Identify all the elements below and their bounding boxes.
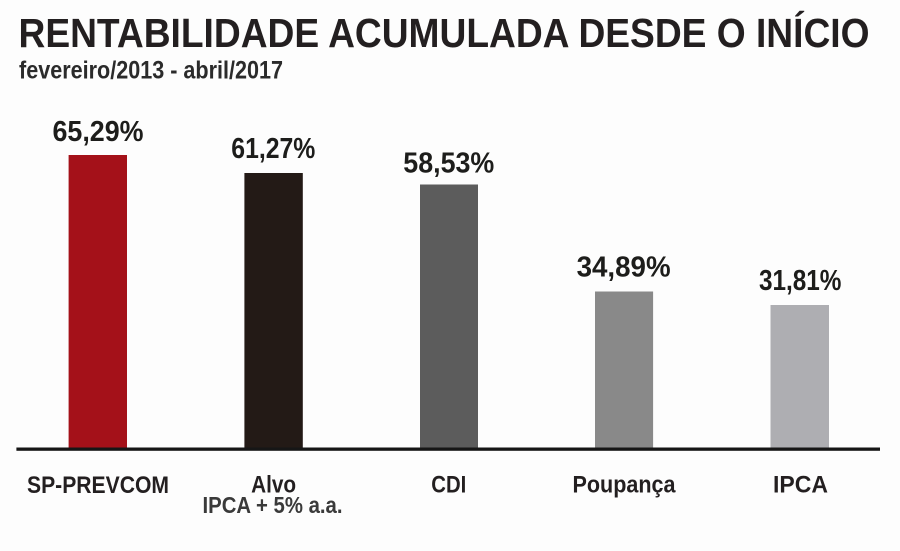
svg-text:34,89%: 34,89%: [577, 252, 671, 284]
svg-text:CDI: CDI: [431, 472, 466, 499]
svg-text:31,81%: 31,81%: [759, 265, 842, 297]
svg-text:fevereiro/2013 - abril/2017: fevereiro/2013 - abril/2017: [19, 57, 283, 85]
svg-text:Alvo: Alvo: [251, 472, 296, 499]
svg-text:61,27%: 61,27%: [231, 133, 315, 165]
svg-text:65,29%: 65,29%: [53, 116, 144, 148]
svg-text:IPCA: IPCA: [773, 472, 828, 499]
svg-text:SP-PREVCOM: SP-PREVCOM: [27, 472, 169, 499]
svg-text:Poupança: Poupança: [573, 472, 677, 499]
svg-text:58,53%: 58,53%: [403, 148, 494, 180]
svg-text:RENTABILIDADE ACUMULADA DESDE: RENTABILIDADE ACUMULADA DESDE O INÍCIO: [19, 10, 870, 56]
svg-text:IPCA + 5% a.a.: IPCA + 5% a.a.: [203, 492, 343, 518]
